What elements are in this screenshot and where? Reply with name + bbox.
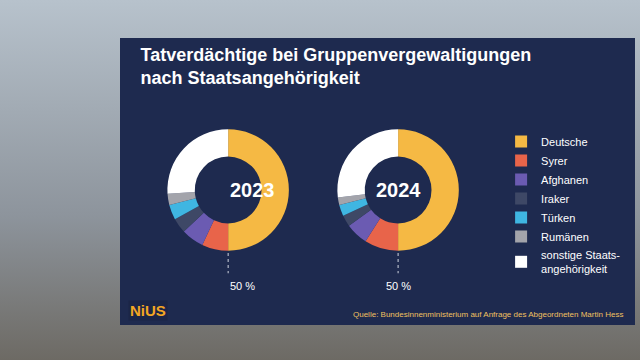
svg-text:sonstige Staats-angehörigkeit: sonstige Staats-angehörigkeit (541, 249, 620, 275)
svg-text:NiUS: NiUS (130, 302, 166, 319)
svg-text:Iraker: Iraker (541, 193, 569, 205)
svg-text:Türken: Türken (541, 212, 575, 224)
svg-text:Tatverdächtige bei Gruppenverg: Tatverdächtige bei Gruppenvergewaltigung… (141, 45, 532, 88)
svg-text:50 %: 50 % (230, 280, 255, 292)
svg-text:Syrer: Syrer (541, 155, 568, 167)
svg-text:Rumänen: Rumänen (541, 231, 589, 243)
svg-text:Quelle: Bundesinnenministerium: Quelle: Bundesinnenministerium auf Anfra… (353, 310, 623, 319)
svg-text:2024: 2024 (376, 179, 421, 201)
svg-text:Afghanen: Afghanen (541, 174, 588, 186)
svg-text:Deutsche: Deutsche (541, 136, 587, 148)
svg-text:50 %: 50 % (386, 280, 411, 292)
svg-text:2023: 2023 (230, 179, 275, 201)
